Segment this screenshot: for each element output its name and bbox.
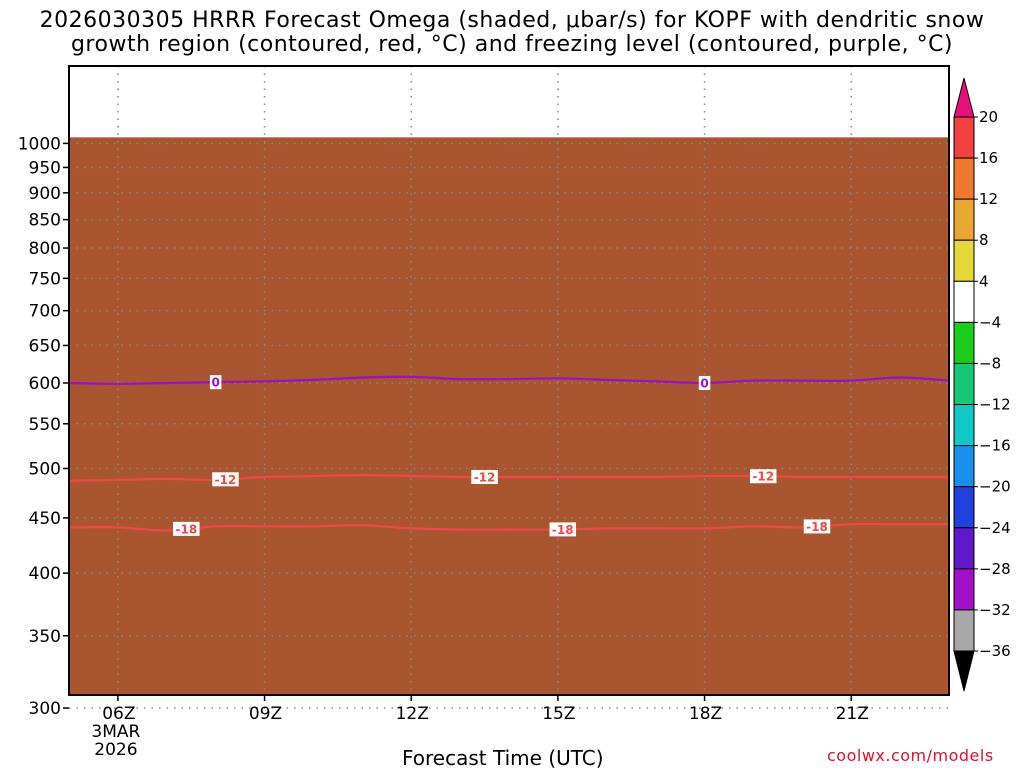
dgz-minus12-label-0: -12	[215, 473, 237, 487]
dgz-minus12-label-bg-0	[212, 472, 239, 487]
colorbar-label-1: 16	[979, 149, 998, 167]
colorbar-bin-7	[953, 404, 975, 447]
dgz-minus12-label-bg-2	[749, 469, 777, 484]
y-tick-label-950: 950	[29, 158, 61, 178]
dgz-minus18-line	[69, 522, 949, 532]
contour-lines: -18 -18 -18 -12 -12 -12 0 0	[69, 375, 949, 537]
colorbar-bin-2	[953, 198, 975, 241]
colorbar-bottom-arrow	[953, 650, 975, 692]
ground-surface	[69, 137, 949, 696]
colorbar-top-arrow	[953, 77, 975, 118]
x-tick-label-21Z: 21Z	[836, 704, 869, 724]
x-tick-label-12Z: 12Z	[396, 704, 429, 724]
colorbar-label-4: 4	[979, 272, 989, 290]
y-tick-label-750: 750	[29, 269, 61, 289]
colorbar-label-10: −24	[979, 519, 1011, 537]
chart-title-line1: 2026030305 HRRR Forecast Omega (shaded, …	[39, 8, 985, 33]
x-tick-label-18Z: 18Z	[689, 704, 722, 724]
colorbar-bin-0	[953, 116, 975, 159]
y-tick-label-850: 850	[29, 211, 61, 231]
colorbar-label-12: −32	[979, 601, 1011, 619]
colorbar-label-6: −8	[979, 354, 1001, 372]
colorbar-bin-4	[953, 280, 975, 323]
colorbar-label-0: 20	[979, 108, 998, 126]
colorbar-label-2: 12	[979, 190, 998, 208]
y-tick-label-900: 900	[29, 184, 61, 204]
y-tick-label-650: 650	[29, 336, 61, 356]
colorbar-bin-12	[953, 609, 975, 652]
y-tick-label-500: 500	[29, 459, 61, 479]
colorbar-bin-10	[953, 527, 975, 570]
freezing-level-0-label-1: 0	[700, 376, 708, 390]
colorbar-bin-9	[953, 486, 975, 529]
dgz-minus18-label-0: -18	[175, 522, 197, 536]
ground-band	[69, 137, 949, 696]
dgz-minus18-label-bg-2	[803, 519, 831, 534]
colorbar: 20 16 12 8 4 −4 −8 −12 −16 −20 −24 −28 −32 −36	[953, 77, 1011, 692]
x-tick-label-09Z: 09Z	[249, 704, 282, 724]
colorbar-label-5: −4	[979, 313, 1001, 331]
dgz-minus18-label-bg-0	[173, 521, 200, 536]
colorbar-label-9: −20	[979, 478, 1011, 496]
x-date-line-0: 3MAR	[91, 722, 140, 742]
colorbar-bin-3	[953, 239, 975, 282]
y-tick-label-700: 700	[29, 302, 61, 322]
colorbar-bin-11	[953, 568, 975, 611]
y-tick-label-550: 550	[29, 415, 61, 435]
colorbar-label-11: −28	[979, 560, 1011, 578]
y-tick-label-1000: 1000	[18, 134, 61, 154]
y-tick-label-350: 350	[29, 627, 61, 647]
x-tick-label-15Z: 15Z	[542, 704, 575, 724]
freezing-level-0-label-0: 0	[211, 376, 219, 390]
y-axis: 2503003504004505005506006507007508008509…	[18, 134, 69, 719]
dgz-minus12-label-1: -12	[474, 471, 496, 485]
freezing-level-0-label-bg-0	[209, 375, 222, 390]
y-tick-label-800: 800	[29, 239, 61, 259]
y-tick-label-300: 300	[29, 699, 61, 719]
dgz-minus18-label-bg-1	[549, 522, 577, 537]
y-tick-label-600: 600	[29, 374, 61, 394]
colorbar-label-3: 8	[979, 231, 989, 249]
x-tick-label-06Z: 06Z	[102, 704, 135, 724]
colorbar-bin-8	[953, 445, 975, 488]
chart-title-line2: growth region (contoured, red, °C) and f…	[70, 32, 954, 57]
y-tick-label-450: 450	[29, 509, 61, 529]
colorbar-bin-6	[953, 362, 975, 406]
colorbar-label-13: −36	[979, 642, 1011, 660]
colorbar-bin-5	[953, 321, 975, 364]
colorbar-label-8: −16	[979, 437, 1011, 455]
colorbar-bin-1	[953, 157, 975, 200]
y-tick-label-400: 400	[29, 564, 61, 584]
colorbar-label-7: −12	[979, 396, 1011, 414]
freezing-level-0-label-bg-1	[698, 375, 711, 390]
dgz-minus18-label-2: -18	[806, 520, 828, 534]
credit-link[interactable]: coolwx.com/models	[827, 746, 994, 765]
x-axis-title: Forecast Time (UTC)	[402, 746, 604, 770]
dgz-minus18-label-1: -18	[552, 523, 574, 537]
x-date-line-1: 2026	[94, 740, 137, 760]
plot-frame	[68, 65, 950, 696]
dgz-minus12-label-2: -12	[752, 470, 774, 484]
dgz-minus12-label-bg-1	[471, 470, 498, 485]
